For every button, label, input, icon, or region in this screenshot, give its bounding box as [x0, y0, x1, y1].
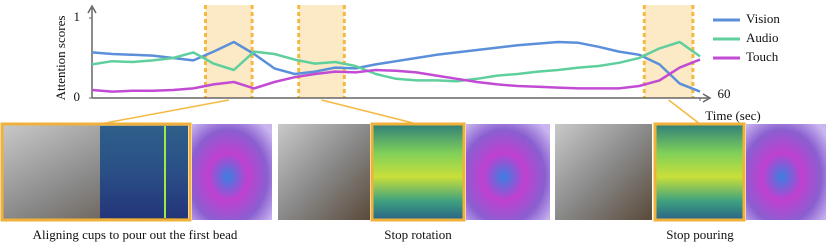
series-line [91, 58, 701, 93]
connector [321, 99, 418, 125]
legend-label: Touch [746, 49, 779, 64]
tactile-image [466, 124, 550, 220]
legend-label: Audio [746, 30, 779, 45]
connector [668, 99, 701, 125]
series-line [91, 40, 701, 93]
tactile-image [192, 124, 272, 220]
robot-photo [555, 124, 652, 220]
tactile-image [746, 124, 826, 220]
spectrogram [653, 122, 746, 222]
x-axis-arrow [702, 93, 712, 103]
robot-photo [278, 124, 370, 220]
spectrogram [370, 122, 466, 222]
panels: Aligning cups to pour out the first bead… [0, 122, 826, 242]
panel-caption: Stop rotation [384, 227, 452, 242]
legend-label: Vision [746, 11, 780, 26]
y-tick-label: 0 [74, 89, 81, 104]
y-axis-arrow [87, 4, 97, 14]
panel-frame [0, 122, 192, 222]
panel-caption: Aligning cups to pour out the first bead [33, 227, 238, 242]
x-tick-label: 60 [718, 86, 731, 101]
series-line [91, 40, 701, 83]
y-tick-label: 1 [74, 9, 81, 24]
x-axis-label: Time (sec) [705, 108, 761, 123]
highlight-band [298, 5, 345, 98]
y-axis-label: Attention scores [53, 16, 68, 101]
panel-caption: Stop pouring [666, 227, 734, 242]
spectrogram [100, 126, 188, 218]
connector [99, 99, 229, 125]
spectrogram-spike [164, 126, 166, 218]
